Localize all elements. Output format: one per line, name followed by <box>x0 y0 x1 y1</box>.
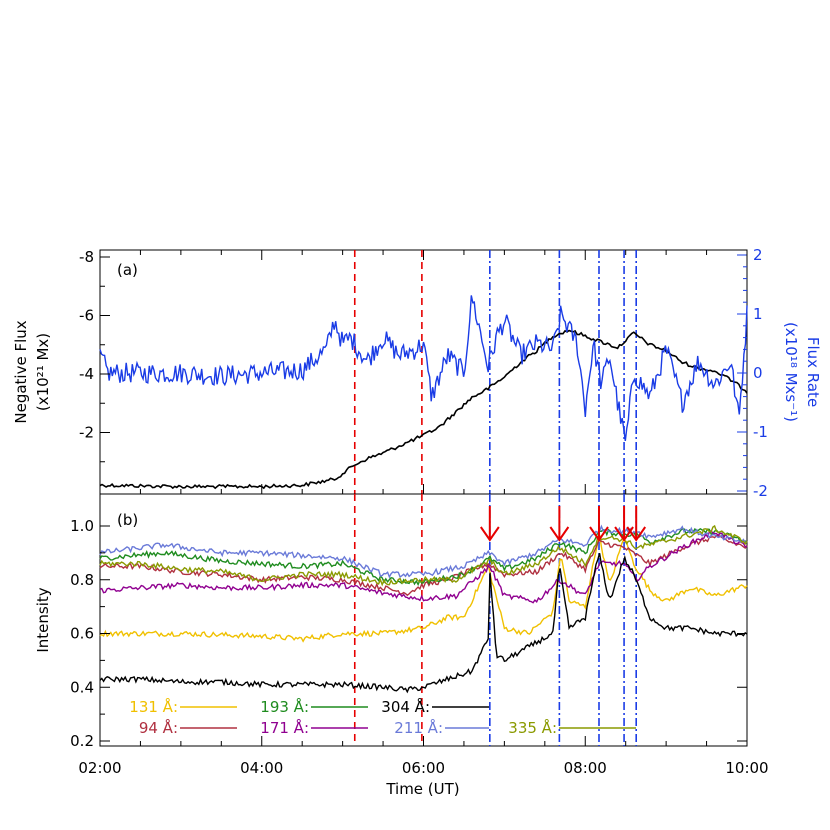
panel-b: 0.2 0.4 0.6 0.8 1.0 02:00 04:00 06:00 08:00 10:0… <box>34 493 769 798</box>
red-arrow-4 <box>626 506 647 542</box>
right-tick-label-3: -1 <box>753 423 768 441</box>
right-tick-label-4: -2 <box>753 482 768 500</box>
intensity-line-211 <box>99 524 748 579</box>
panel-b-y-ticks: 0.2 0.4 0.6 0.8 1.0 <box>70 517 747 750</box>
x-tick-label-2: 06:00 <box>402 759 445 777</box>
b-y-tick-label-0: 0.2 <box>70 732 94 750</box>
negative-flux-line <box>99 329 748 490</box>
panel-a-label: (a) <box>117 261 138 279</box>
red-arrow-2 <box>589 506 609 542</box>
panel-b-series <box>99 524 748 694</box>
b-y-tick-label-3: 0.8 <box>70 571 94 589</box>
panel-a-vertical-lines <box>353 250 638 494</box>
left-tick-label-3: -2 <box>79 424 94 442</box>
x-tick-label-0: 02:00 <box>78 759 121 777</box>
intensity-line-131 <box>99 534 748 643</box>
legend-label-131: 131 Å: <box>129 697 178 716</box>
x-tick-label-1: 04:00 <box>240 759 283 777</box>
panel-b-x-ticks: 02:00 04:00 06:00 08:00 10:00 <box>78 736 769 777</box>
legend-label-335: 335 Å: <box>508 718 557 737</box>
panel-a-ylabel-right-unit: (x10¹⁸ Mxs⁻¹) <box>782 322 800 422</box>
red-arrow-1 <box>549 506 570 542</box>
flux-rate-line <box>99 295 748 441</box>
intensity-line-304 <box>99 553 748 694</box>
legend-label-211: 211 Å: <box>394 718 443 737</box>
panel-a-series <box>99 295 748 490</box>
legend-label-171: 171 Å: <box>260 718 309 737</box>
red-arrow-0 <box>479 506 500 542</box>
b-y-tick-label-2: 0.6 <box>70 625 94 643</box>
right-tick-label-0: 2 <box>753 246 763 264</box>
legend-label-304: 304 Å: <box>381 697 430 716</box>
panel-a-frame <box>99 249 748 495</box>
x-axis-label: Time (UT) <box>385 780 459 798</box>
intensity-line-335 <box>99 524 748 587</box>
panel-a-right-ticks: 2 1 0 -1 -2 <box>737 246 768 500</box>
panel-b-vertical-lines <box>353 494 638 746</box>
legend-label-94: 94 Å: <box>139 718 178 737</box>
panel-a-ylabel-unit: (x10²¹ Mx) <box>34 333 52 411</box>
panel-a: -8 -6 -4 -2 2 1 0 -1 -2 (a) Negative Flux (x10²… <box>12 246 822 500</box>
legend-label-193: 193 Å: <box>260 697 309 716</box>
b-y-tick-label-1: 0.4 <box>70 678 94 696</box>
intensity-line-193 <box>99 527 748 587</box>
panel-b-ylabel: Intensity <box>34 587 52 652</box>
panel-a-x-ticks <box>99 250 748 494</box>
left-tick-label-2: -4 <box>79 365 94 383</box>
panel-a-ylabel: Negative Flux <box>12 320 30 423</box>
left-tick-label-0: -8 <box>79 248 94 266</box>
panel-b-legend: 131 Å: 94 Å: 193 Å: 171 Å: 304 Å: 211 Å: 335 Å… <box>129 697 636 737</box>
right-tick-label-1: 1 <box>753 305 763 323</box>
panel-b-arrows <box>479 506 647 542</box>
panel-a-ylabel-right: Flux Rate <box>804 337 822 407</box>
left-tick-label-1: -6 <box>79 307 94 325</box>
panel-a-left-ticks: -8 -6 -4 -2 <box>79 248 110 463</box>
intensity-line-94 <box>99 534 748 597</box>
intensity-line-171 <box>99 529 748 604</box>
x-tick-label-3: 08:00 <box>564 759 607 777</box>
right-tick-label-2: 0 <box>753 364 763 382</box>
x-tick-label-4: 10:00 <box>725 759 768 777</box>
panel-b-label: (b) <box>117 511 138 529</box>
b-y-tick-label-4: 1.0 <box>70 517 94 535</box>
